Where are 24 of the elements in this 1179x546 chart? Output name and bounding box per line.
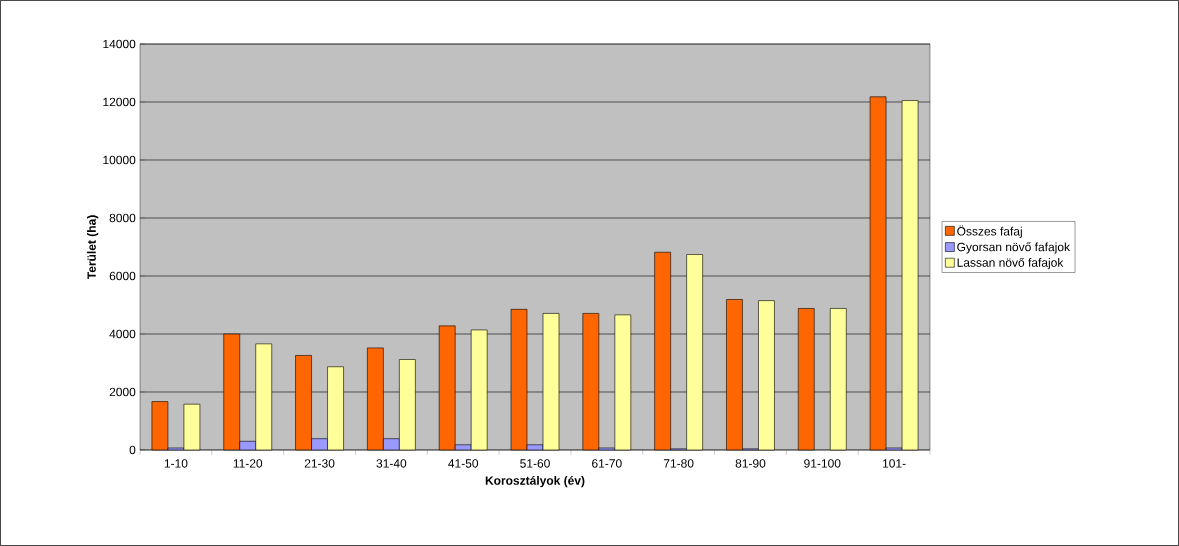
x-tick-label: 51-60 <box>520 459 550 468</box>
x-tick-label: 91-100 <box>804 459 841 468</box>
y-tick-label: 14000 <box>103 39 136 49</box>
y-tick-label: 8000 <box>109 213 136 223</box>
y-axis-title: Terület (ha) <box>87 215 99 280</box>
y-tick-label: 4000 <box>109 329 136 339</box>
y-tick-label: 10000 <box>103 155 136 165</box>
y-tick-label: 0 <box>129 445 136 455</box>
x-tick-label: 71-80 <box>663 459 694 468</box>
x-tick-label: 11-20 <box>233 459 263 468</box>
legend-label: Lassan növő fafajok <box>957 257 1064 270</box>
x-tick-label: 41-50 <box>448 459 479 468</box>
x-tick-label: 61-70 <box>592 459 622 468</box>
y-tick-label: 12000 <box>103 97 136 107</box>
y-tick-label: 2000 <box>109 387 136 397</box>
x-tick-label: 81-90 <box>735 459 766 468</box>
x-tick-label: 21-30 <box>304 459 335 468</box>
x-axis-title: Korosztályok (év) <box>485 475 585 488</box>
legend-label: Összes fafaj <box>957 225 1022 238</box>
x-tick-label: 31-40 <box>376 459 407 468</box>
y-tick-label: 6000 <box>109 271 136 281</box>
x-tick-label: 101- <box>882 459 906 468</box>
x-tick-label: 1-10 <box>164 459 188 468</box>
legend-label: Gyorsan növő fafajok <box>957 242 1071 254</box>
